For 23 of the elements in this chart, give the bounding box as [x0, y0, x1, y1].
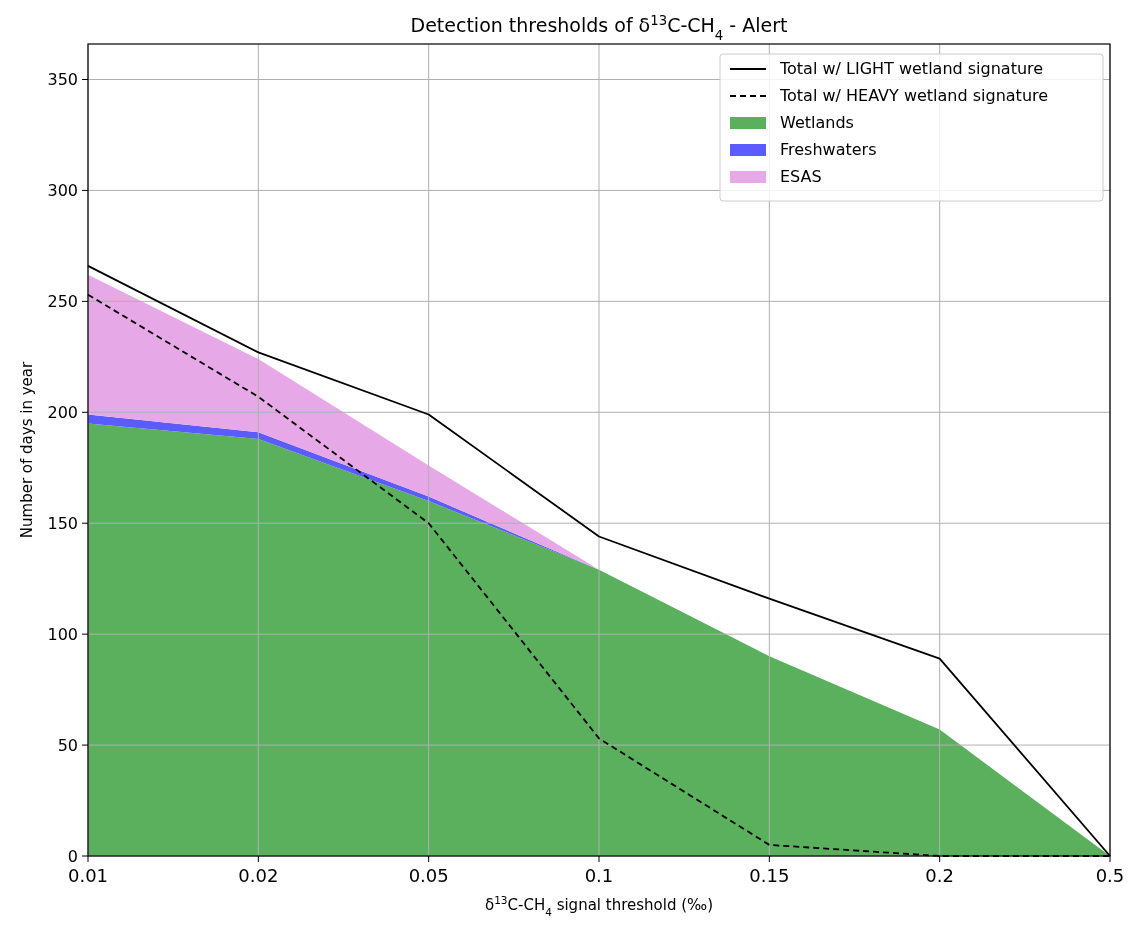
y-tick-label: 200: [47, 403, 78, 423]
legend-label: ESAS: [780, 167, 822, 186]
y-tick-label: 150: [47, 514, 78, 534]
x-tick-label: 0.05: [408, 865, 449, 886]
x-tick-label: 0.2: [925, 865, 954, 886]
x-tick-label: 0.01: [67, 865, 109, 886]
y-tick-label: 100: [47, 625, 78, 645]
x-axis-title: δ$^{13}$C-CH$_{4}$ signal threshold (‰): [484, 894, 714, 918]
x-tick-label: 0.5: [1095, 865, 1125, 886]
y-tick-label: 0: [67, 847, 78, 866]
legend-label: Total w/ HEAVY wetland signature: [779, 86, 1049, 105]
legend-label: Total w/ LIGHT wetland signature: [779, 59, 1044, 78]
x-tick-label: 0.15: [749, 865, 790, 886]
chart-title: Detection thresholds of δ$^{13}$C-CH$_{4}$ - Alert: [410, 12, 788, 43]
x-tick-label: 0.02: [238, 865, 279, 886]
legend-label: Freshwaters: [780, 140, 877, 159]
y-tick-label: 350: [47, 70, 78, 90]
y-tick-label: 300: [47, 181, 78, 201]
y-axis-title: Number of days in year: [18, 361, 36, 539]
y-tick-label: 250: [47, 292, 78, 312]
x-tick-label: 0.1: [584, 865, 614, 886]
legend-label: Wetlands: [780, 113, 854, 132]
y-tick-label: 50: [57, 736, 78, 756]
